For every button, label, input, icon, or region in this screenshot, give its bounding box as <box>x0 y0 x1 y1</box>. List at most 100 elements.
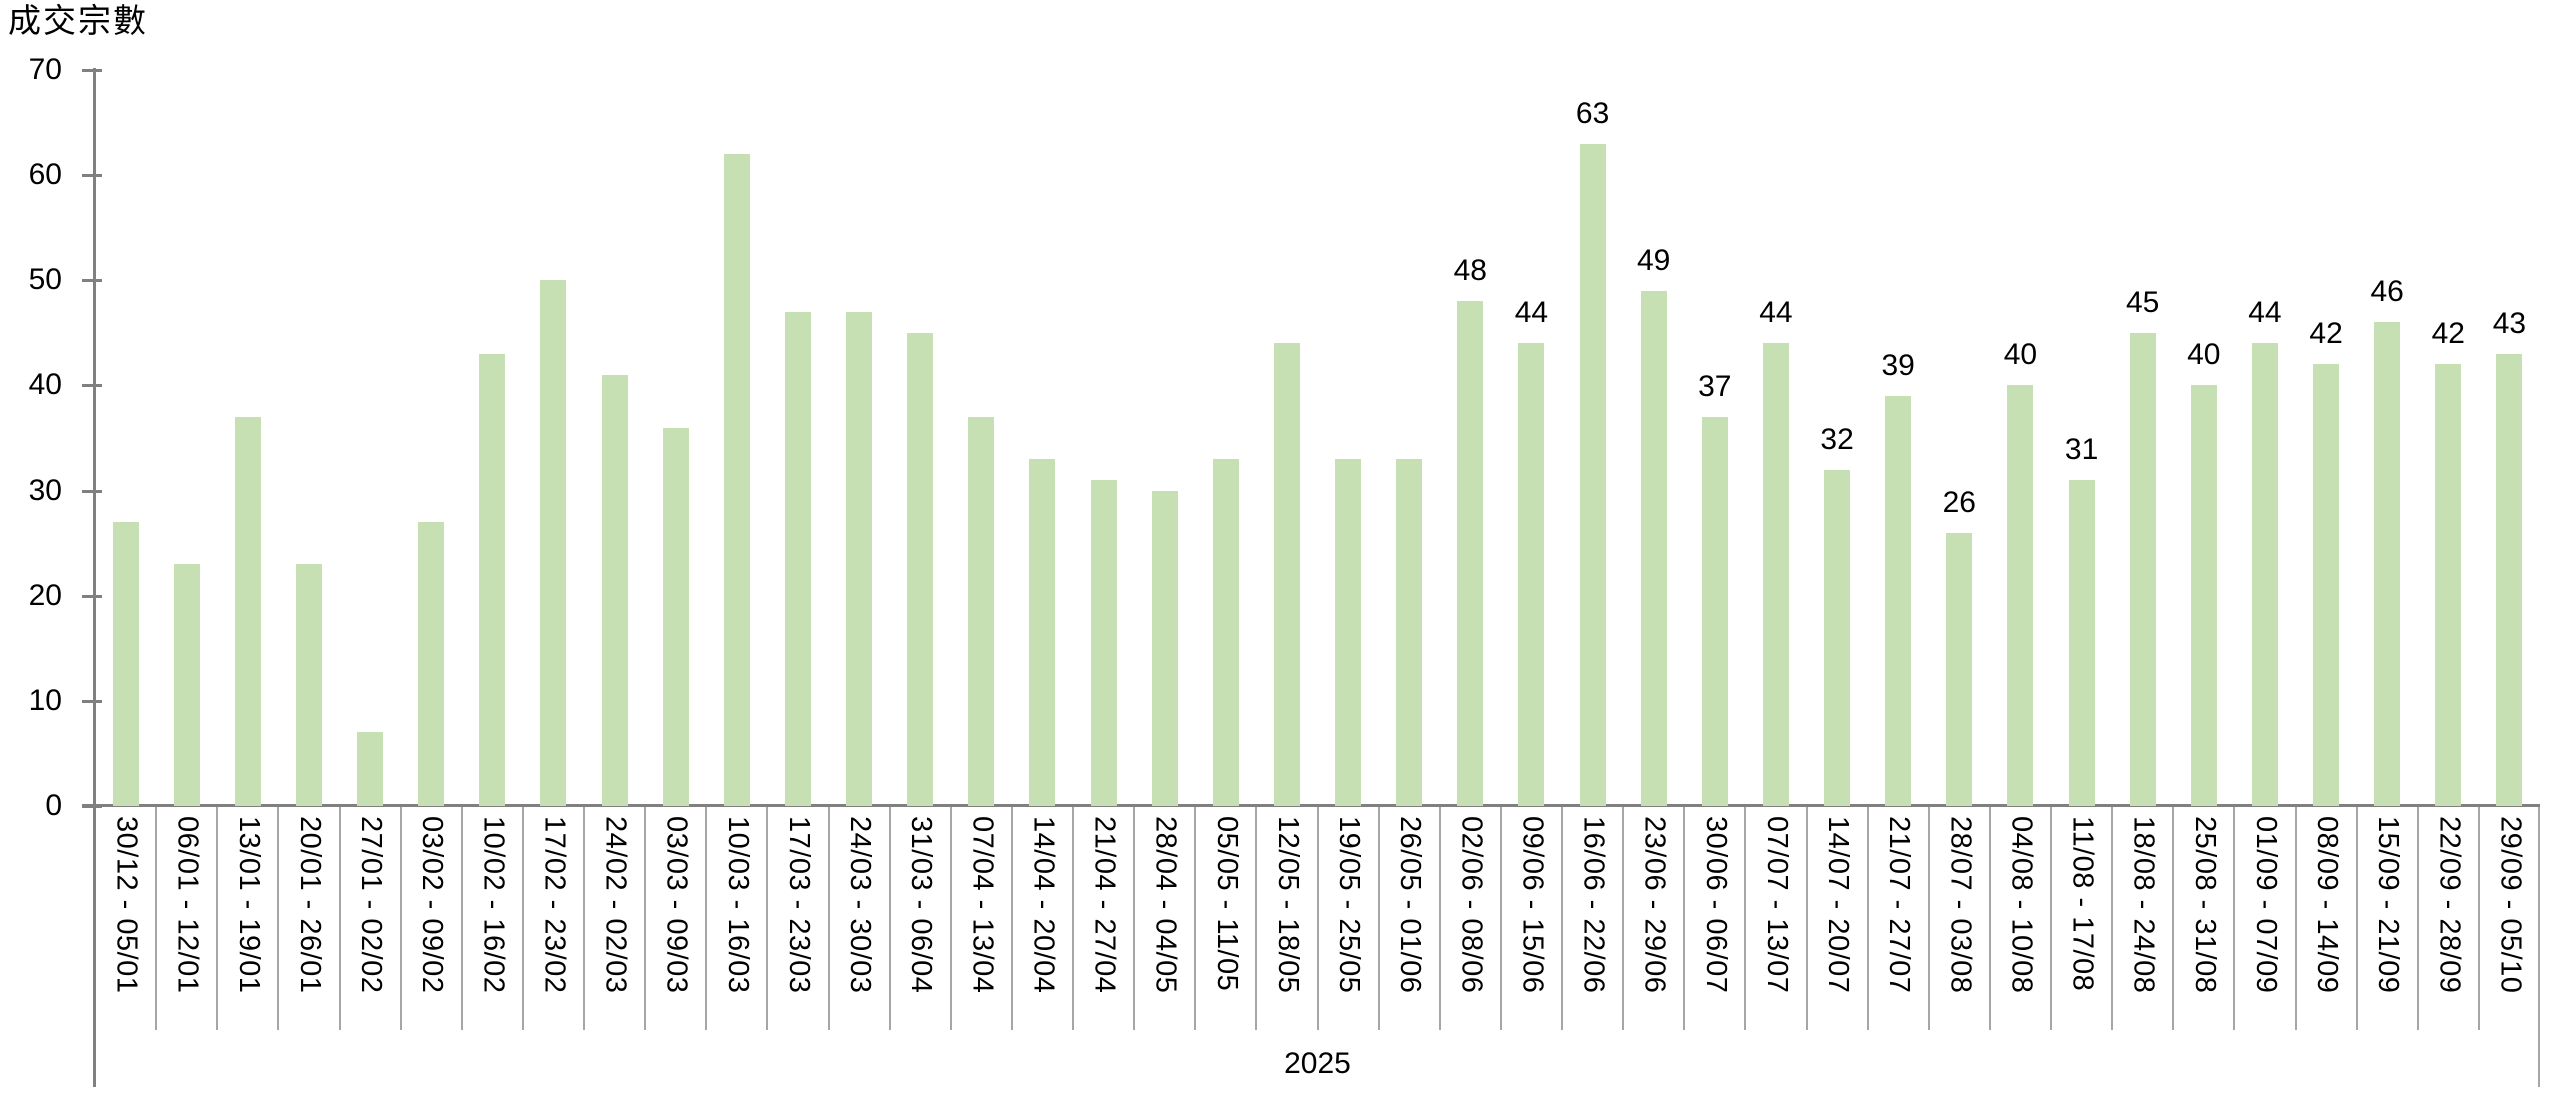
bar-data-label: 43 <box>2492 306 2527 340</box>
x-axis-category-label-text: 08/09 - 14/09 <box>2310 816 2343 994</box>
bar-data-label: 42 <box>2309 317 2343 351</box>
x-axis-category-label: 04/08 - 10/08 <box>1990 816 2051 993</box>
bar <box>784 311 811 806</box>
x-axis-category-label-text: 13/01 - 19/01 <box>232 816 265 994</box>
x-axis-category-label: 03/03 - 09/03 <box>645 816 706 993</box>
category-divider <box>1927 807 1930 1030</box>
x-axis-category-label-text: 19/05 - 25/05 <box>1332 816 1365 994</box>
bar <box>1518 343 1545 806</box>
category-divider <box>521 807 524 1030</box>
x-axis-category-label-text: 17/02 - 23/02 <box>538 816 571 994</box>
category-divider <box>1316 807 1319 1030</box>
bar-data-label: 63 <box>1575 96 1610 130</box>
bar <box>1029 459 1056 806</box>
bar <box>479 353 506 806</box>
bar <box>295 564 322 806</box>
x-axis-category-label-text: 16/06 - 22/06 <box>1577 816 1610 994</box>
x-axis-category-label-text: 23/06 - 29/06 <box>1638 816 1671 994</box>
x-axis-category-label-text: 05/05 - 11/05 <box>1210 816 1243 992</box>
x-axis-category-label: 17/02 - 23/02 <box>523 816 584 993</box>
x-axis-category-label-text: 25/08 - 31/08 <box>2188 816 2221 994</box>
bar-data-label: 45 <box>2126 285 2160 319</box>
x-axis-category-label: 30/06 - 06/07 <box>1684 816 1745 993</box>
x-axis-category-label-text: 07/07 - 13/07 <box>1760 816 1793 994</box>
x-axis-category-label: 16/06 - 22/06 <box>1562 816 1623 993</box>
category-divider <box>2294 807 2297 1030</box>
x-axis-category-label-text: 28/07 - 03/08 <box>1944 816 1977 994</box>
bar-data-label: 44 <box>1759 296 1793 330</box>
bar <box>2251 343 2278 806</box>
bar <box>2129 332 2156 806</box>
x-axis-category-label-text: 15/09 - 21/09 <box>2372 816 2405 994</box>
x-axis-category-label: 27/01 - 02/02 <box>340 816 401 993</box>
bar <box>662 427 689 806</box>
x-axis-category-label: 22/09 - 28/09 <box>2418 816 2479 993</box>
x-axis-category-label-text: 09/06 - 15/06 <box>1516 816 1549 994</box>
y-axis-tick-label: 70 <box>28 53 62 86</box>
bar <box>1885 396 1912 806</box>
bar-data-label: 40 <box>2187 338 2221 372</box>
x-axis-category-label-text: 03/02 - 09/02 <box>416 816 449 994</box>
bar <box>1824 469 1851 806</box>
x-axis-category-label: 24/02 - 02/03 <box>584 816 645 993</box>
bar-data-label: 26 <box>1942 485 1976 519</box>
bar <box>234 417 261 806</box>
x-axis-category-label-text: 11/08 - 17/08 <box>2066 816 2099 992</box>
bar-data-label: 44 <box>2248 296 2282 330</box>
x-axis-category-label: 01/09 - 07/09 <box>2234 816 2295 993</box>
category-divider <box>1255 807 1258 1030</box>
x-axis-category-label: 21/04 - 27/04 <box>1073 816 1134 993</box>
bar <box>846 311 873 806</box>
bar <box>1090 480 1117 806</box>
y-axis-tick <box>82 69 102 72</box>
category-divider <box>766 807 769 1030</box>
y-axis-tick <box>82 174 102 178</box>
category-divider <box>1133 807 1136 1030</box>
x-axis-category-label: 05/05 - 11/05 <box>1195 816 1256 991</box>
bar <box>112 522 139 806</box>
x-axis-category-label-text: 01/09 - 07/09 <box>2249 816 2282 994</box>
x-axis-category-label: 15/09 - 21/09 <box>2357 816 2418 993</box>
bar <box>2313 364 2340 806</box>
category-divider <box>338 807 341 1030</box>
bar <box>1762 343 1789 806</box>
bar <box>2435 364 2462 806</box>
x-axis-category-label: 11/08 - 17/08 <box>2051 816 2112 991</box>
x-axis-category-label: 12/05 - 18/05 <box>1256 816 1317 993</box>
x-axis-category-label-text: 03/03 - 09/03 <box>660 816 693 994</box>
x-axis-category-label-text: 06/01 - 12/01 <box>171 816 204 994</box>
y-axis-tick-label: 10 <box>28 683 62 717</box>
x-axis-category-label: 08/09 - 14/09 <box>2296 816 2357 993</box>
x-axis-category-label: 13/01 - 19/01 <box>217 816 278 993</box>
y-axis-tick <box>82 489 102 493</box>
x-axis-category-label: 20/01 - 26/01 <box>278 816 339 993</box>
x-axis-category-label: 06/01 - 12/01 <box>156 816 217 993</box>
category-divider <box>583 807 585 1030</box>
bar <box>1273 343 1300 806</box>
category-divider <box>2233 807 2236 1030</box>
category-divider <box>277 807 280 1030</box>
x-axis-category-label-text: 12/05 - 18/05 <box>1271 816 1304 994</box>
bar <box>1396 459 1423 806</box>
x-axis-category-label: 28/07 - 03/08 <box>1929 816 1990 993</box>
y-axis-tick <box>82 594 102 598</box>
x-axis-category-label-text: 02/06 - 08/06 <box>1455 816 1488 994</box>
bar <box>601 374 628 806</box>
x-axis-category-label-text: 24/03 - 30/03 <box>843 816 876 994</box>
x-axis-category-label: 21/07 - 27/07 <box>1868 816 1929 993</box>
bar <box>173 564 200 806</box>
category-divider <box>155 807 158 1030</box>
y-axis-title: 成交宗數 <box>8 2 148 39</box>
category-divider <box>1683 807 1686 1030</box>
x-axis-category-label: 02/06 - 08/06 <box>1440 816 1501 993</box>
x-axis-category-label: 26/05 - 01/06 <box>1379 816 1440 993</box>
x-axis-category-label: 19/05 - 25/05 <box>1318 816 1379 993</box>
category-divider <box>1561 807 1563 1030</box>
x-axis-category-label: 07/04 - 13/04 <box>951 816 1012 993</box>
x-axis-category-label: 14/04 - 20/04 <box>1012 816 1073 993</box>
bar-data-label: 46 <box>2370 275 2404 309</box>
category-divider <box>827 807 830 1030</box>
x-axis-category-label: 28/04 - 04/05 <box>1134 816 1195 993</box>
category-divider <box>1438 807 1441 1030</box>
x-axis-category-label-text: 21/04 - 27/04 <box>1088 816 1121 994</box>
